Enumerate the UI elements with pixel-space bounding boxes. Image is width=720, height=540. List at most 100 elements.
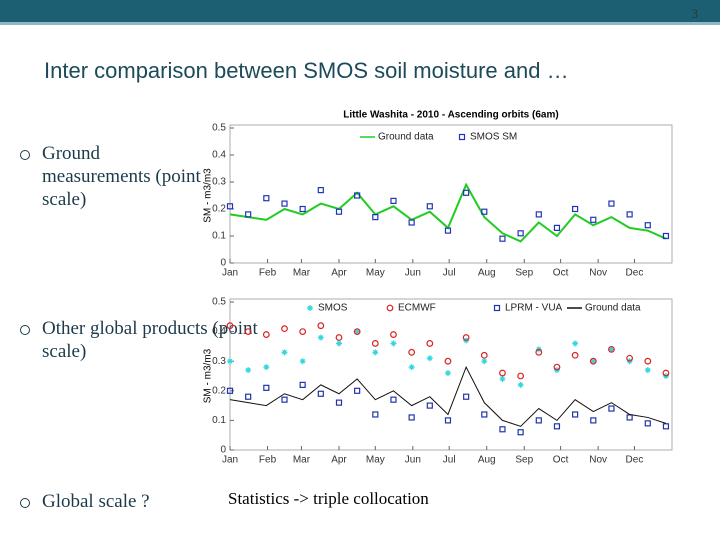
data-point [390,340,397,347]
data-point [572,340,579,347]
data-point [499,426,506,433]
data-point [426,203,433,210]
data-point [626,354,634,362]
data-point [408,219,415,226]
x-tick-label: May [366,268,385,279]
y-tick-label: 0.2 [212,385,226,396]
data-point [426,340,434,347]
y-tick-label: 0.4 [212,326,226,337]
data-point [299,358,306,365]
x-tick-label: Jan [222,268,238,279]
x-tick-label: Aug [478,455,496,466]
legend-label: Ground data [378,132,434,143]
data-point [444,417,452,424]
data-point [644,367,651,374]
x-tick-label: Sep [515,455,533,466]
data-point [317,322,325,330]
data-point [226,387,234,394]
data-point [335,399,343,406]
data-point [408,348,416,356]
data-point [626,211,633,218]
data-point [463,393,470,400]
plot-frame [229,124,673,264]
data-point [371,340,379,347]
x-tick-label: Oct [553,268,569,279]
data-point [662,232,670,240]
bullet: Other global products (point scale) [18,317,292,363]
data-point [245,367,252,374]
data-point [572,411,579,418]
top-bar [0,0,720,22]
data-point [517,429,524,436]
y-tick-label: 0.3 [212,356,226,367]
y-tick-label: 0.4 [212,150,226,161]
data-point [662,369,670,377]
slide-number: 3 [691,6,699,21]
legend-label: SMOS SM [470,132,517,143]
data-point [262,331,270,338]
slide-title: Inter comparison between SMOS soil moist… [44,58,569,83]
data-point [245,393,252,400]
data-point [354,387,361,394]
data-point [227,358,233,365]
data-point [390,197,397,204]
legend-swatch [386,304,394,312]
data-point [662,423,670,430]
x-tick-label: Jun [405,455,421,466]
data-point [590,417,597,424]
legend-label: ECMWF [398,303,436,314]
data-point [281,200,288,207]
y-tick-label: 0.2 [212,204,226,215]
data-point [226,322,234,330]
data-point [535,211,542,218]
data-point [281,396,288,403]
data-point [481,358,488,365]
y-tick-label: 0 [220,445,226,456]
x-tick-label: Apr [331,268,347,279]
data-point [245,211,252,218]
data-point [372,411,379,418]
data-point [444,357,452,365]
x-tick-label: Dec [626,455,644,466]
data-point [553,363,561,371]
data-point [535,348,543,356]
data-point [590,216,597,223]
data-point [335,334,343,341]
y-tick-label: 0.5 [212,123,226,134]
data-point [626,414,633,421]
data-point [608,345,615,353]
data-point [408,414,415,421]
data-point [335,340,342,347]
data-point [353,328,361,336]
x-tick-label: Nov [589,268,607,279]
x-tick-label: Apr [331,455,347,466]
x-tick-label: Dec [626,268,644,279]
data-point [499,375,506,382]
data-point [226,203,234,210]
data-point [644,357,652,365]
data-point [299,328,307,336]
data-point [481,208,488,215]
series-line [229,365,667,427]
legend-label: LPRM - VUA [505,303,563,314]
data-point [354,192,361,199]
legend-swatch [458,133,466,141]
data-point [426,402,433,409]
chart-title: Little Washita - 2010 - Ascending orbits… [343,110,558,121]
data-point [608,405,615,412]
data-point [535,417,542,424]
data-point [263,384,270,391]
bullet: Global scale ? [18,490,242,513]
data-point [372,214,379,221]
x-tick-label: Nov [589,455,607,466]
x-tick-label: Sep [515,268,533,279]
data-point [408,364,415,371]
x-tick-label: Aug [478,268,496,279]
legend-label: Ground data [585,303,641,314]
data-point [281,325,288,333]
x-tick-label: Oct [553,455,569,466]
data-point [390,396,397,403]
data-point [317,187,324,194]
data-point [462,334,470,341]
